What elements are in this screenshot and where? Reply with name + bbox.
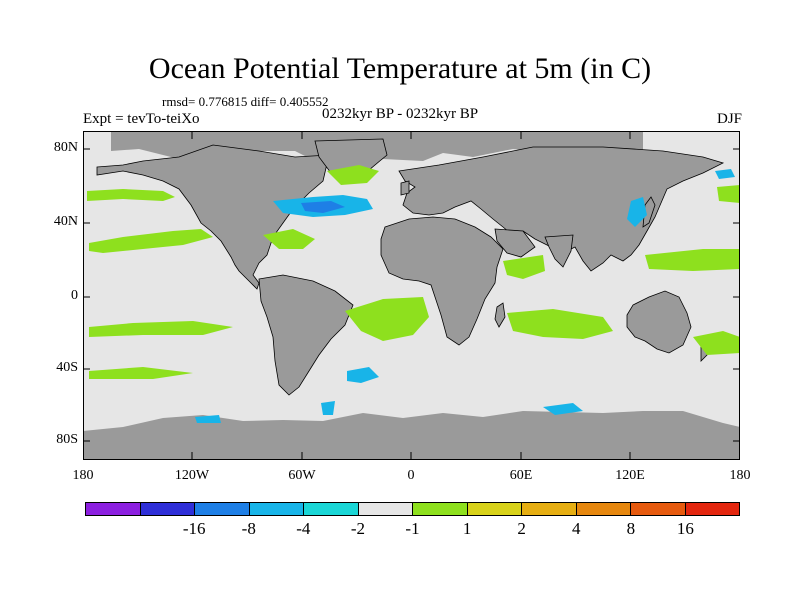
- warm-anomaly-patch: [87, 189, 175, 201]
- india-land: [544, 234, 574, 268]
- colorbar-label: 4: [572, 519, 581, 538]
- lat-tick-label: 40N: [53, 214, 78, 229]
- colorbar-label: -16: [182, 519, 206, 538]
- colorbar-label: 1: [462, 519, 472, 538]
- warm-anomaly-patch: [89, 229, 213, 253]
- colorbar-label: -2: [350, 519, 365, 538]
- lon-tick-label: 120W: [174, 468, 210, 483]
- lat-tick-label: 0: [71, 288, 78, 303]
- colorbar-label: 2: [517, 519, 526, 538]
- south-america-land: [258, 274, 354, 396]
- colorbar-label: 8: [626, 519, 636, 538]
- colorbar-label: -8: [241, 519, 256, 538]
- eurasia-land: [398, 146, 725, 272]
- cool-anomaly-patch: [543, 403, 583, 415]
- warm-anomaly-patch: [89, 321, 233, 337]
- colorbar-swatch: [304, 503, 359, 515]
- stats-text: rmsd= 0.776815 diff= 0.405552: [162, 94, 329, 109]
- plot-title: Ocean Potential Temperature at 5m (in C): [148, 52, 652, 85]
- lat-tick-label: 40S: [56, 360, 78, 375]
- warm-anomaly-patch: [263, 229, 315, 249]
- lat-tick-label: 80N: [53, 140, 78, 155]
- uk-land: [400, 180, 410, 196]
- colorbar-swatch: [195, 503, 250, 515]
- world-anomaly-map: [83, 131, 740, 460]
- lon-tick-label: 180: [729, 468, 751, 483]
- warm-anomaly-patch: [717, 185, 740, 203]
- lon-tick-label: 60E: [509, 468, 533, 483]
- cool-anomaly-patch: [715, 169, 735, 179]
- season-label: DJF: [716, 111, 742, 127]
- cool-anomaly-patch: [195, 415, 221, 423]
- warm-anomaly-patch: [507, 309, 613, 339]
- colorbar-swatch: [576, 503, 631, 515]
- colorbar-swatch: [140, 503, 195, 515]
- lon-tick-label: 120E: [615, 468, 645, 483]
- africa-land: [380, 216, 504, 346]
- lon-tick-label: 180: [72, 468, 94, 483]
- japan-land: [642, 196, 656, 228]
- colorbar-label: 16: [676, 519, 694, 538]
- experiment-label: Expt = tevTo-teiXo: [83, 111, 200, 127]
- cool-anomaly-patch: [321, 401, 335, 415]
- colorbar-swatch: [358, 503, 413, 515]
- colorbar-swatch: [413, 503, 468, 515]
- lon-tick-label: 0: [407, 468, 415, 483]
- warm-anomaly-patch: [89, 367, 193, 379]
- strong-cool-anomaly-patch: [301, 201, 345, 213]
- lon-tick-label: 60W: [288, 468, 316, 483]
- cool-anomaly-patch: [347, 367, 379, 383]
- lon-tick-marks: [191, 131, 631, 460]
- period-label: 0232kyr BP - 0232kyr BP: [322, 106, 479, 122]
- arabia-land: [494, 228, 536, 258]
- warm-anomaly-patch: [693, 331, 740, 355]
- north-america-land: [96, 144, 330, 290]
- lat-tick-marks: [83, 148, 740, 442]
- colorbar-swatch: [685, 503, 739, 515]
- colorbar-swatch: [631, 503, 686, 515]
- colorbar-label: -1: [405, 519, 420, 538]
- warm-anomaly-patch: [503, 255, 545, 279]
- australia-land: [626, 290, 692, 354]
- colorbar: [85, 502, 740, 516]
- warm-anomaly-patch: [345, 297, 429, 341]
- colorbar-swatch: [467, 503, 522, 515]
- warm-anomaly-patch: [327, 165, 379, 185]
- colorbar-swatch: [522, 503, 577, 515]
- antarctic-landmask: [83, 411, 740, 460]
- cool-anomaly-patch: [627, 197, 647, 227]
- colorbar-swatch: [249, 503, 304, 515]
- madagascar-land: [494, 302, 506, 328]
- colorbar-swatch: [86, 503, 141, 515]
- warm-anomaly-patch: [645, 249, 740, 271]
- colorbar-label: -4: [296, 519, 311, 538]
- lat-tick-label: 80S: [56, 432, 78, 447]
